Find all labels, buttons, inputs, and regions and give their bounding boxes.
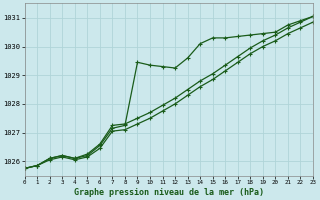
X-axis label: Graphe pression niveau de la mer (hPa): Graphe pression niveau de la mer (hPa) xyxy=(74,188,264,197)
